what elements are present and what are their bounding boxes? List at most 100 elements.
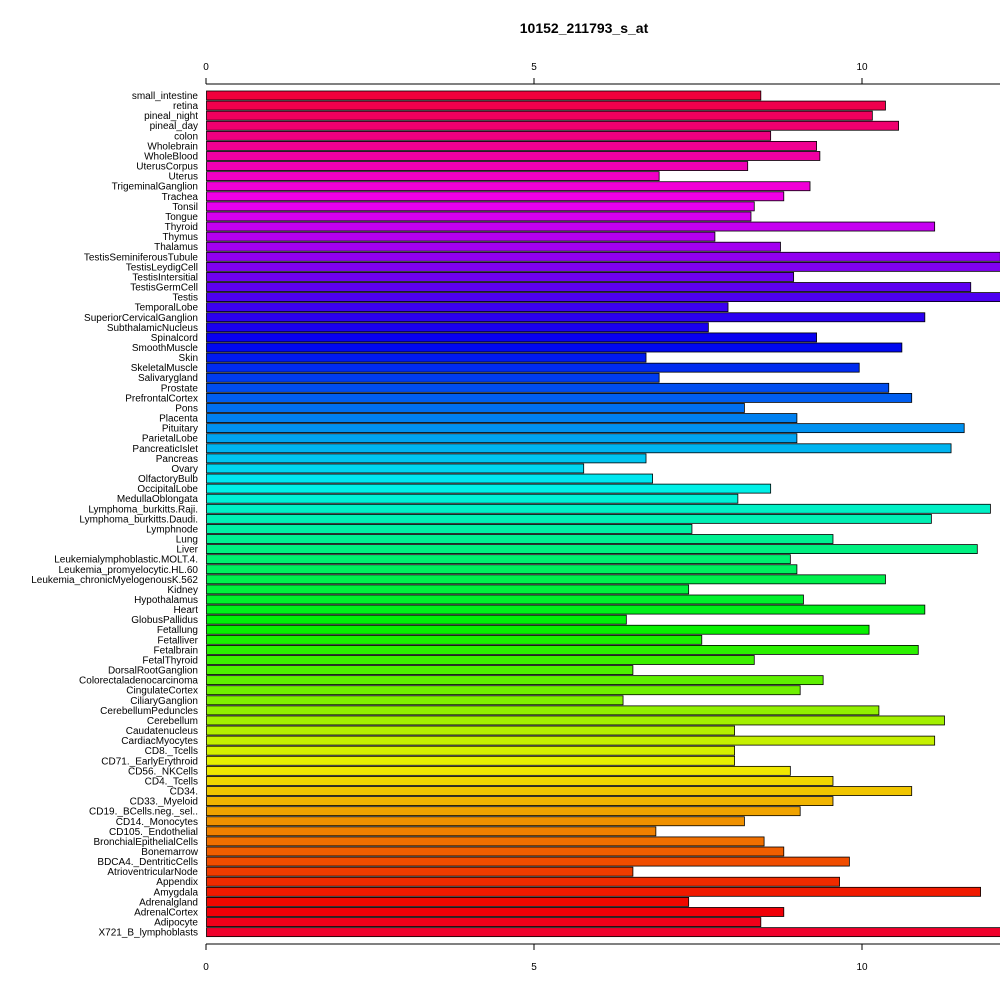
bar <box>206 140 817 151</box>
bar <box>206 463 585 474</box>
category-label: CingulateCortex <box>126 686 198 697</box>
bar <box>206 332 817 343</box>
category-label: Spinalcord <box>151 333 198 344</box>
category-label: Tongue <box>165 212 198 223</box>
top-tick-label: 10 <box>856 62 868 73</box>
category-label: Cerebellum <box>147 716 198 727</box>
bar <box>206 645 919 655</box>
category-label: MedullaOblongata <box>117 494 199 505</box>
category-label: TestisLeydigCell <box>126 262 198 273</box>
bar <box>206 433 798 444</box>
bar <box>206 372 660 383</box>
bar <box>206 594 804 605</box>
bar <box>206 776 834 786</box>
category-labels-group: small_intestineretinapineal_nightpineal_… <box>31 91 199 939</box>
category-label: pineal_day <box>150 121 198 132</box>
top-axis: 05101520 <box>203 62 1000 85</box>
category-label: FetalThyroid <box>142 655 198 666</box>
bar <box>206 171 660 182</box>
bar <box>206 191 785 202</box>
bar <box>206 282 972 292</box>
category-label: CerebellumPeduncles <box>100 706 198 717</box>
category-label: Pons <box>175 403 198 414</box>
category-label: WholeBlood <box>144 151 198 162</box>
bar <box>206 554 791 565</box>
bar <box>206 907 785 917</box>
category-label: Skin <box>179 353 198 364</box>
bar <box>206 100 886 111</box>
category-label: Leukemialymphoblastic.MOLT.4. <box>54 555 198 566</box>
bar <box>206 846 785 857</box>
bar <box>206 745 735 756</box>
bar <box>206 725 735 736</box>
category-label: Leukemia_promyelocytic.HL.60 <box>58 565 198 576</box>
category-label: UterusCorpus <box>136 162 198 173</box>
bar <box>206 90 762 101</box>
chart-title: 10152_211793_s_at <box>519 20 649 36</box>
bar <box>206 876 840 887</box>
category-label: CD71._EarlyErythroid <box>101 756 198 767</box>
category-label: OccipitalLobe <box>137 484 198 495</box>
bar <box>206 503 991 514</box>
category-label: ParietalLobe <box>142 434 199 445</box>
bar <box>206 110 873 121</box>
bar <box>206 272 795 282</box>
category-label: Thalamus <box>154 242 198 253</box>
category-label: Lymphoma_burkitts.Daudi. <box>79 514 198 525</box>
category-label: Uterus <box>169 172 198 183</box>
category-label: BDCA4._DentriticCells <box>97 857 198 868</box>
category-label: BronchialEpithelialCells <box>94 837 199 848</box>
bar <box>206 715 945 726</box>
bottom-tick-label: 0 <box>203 962 209 973</box>
category-label: CD105._Endothelial <box>109 827 198 838</box>
category-label: Caudatenucleus <box>126 726 198 737</box>
category-label: Kidney <box>167 585 198 596</box>
bar <box>206 181 811 192</box>
bar <box>206 624 870 635</box>
category-label: Hypothalamus <box>134 595 198 606</box>
bar <box>206 574 886 585</box>
bar <box>206 856 850 867</box>
category-label: Lung <box>176 535 198 546</box>
category-label: DorsalRootGanglion <box>108 666 198 677</box>
bar <box>206 493 739 504</box>
bar <box>206 604 926 615</box>
category-label: TestisGermCell <box>130 283 198 294</box>
bars-group <box>206 90 1000 938</box>
bar <box>206 221 936 232</box>
category-label: PancreaticIslet <box>132 444 198 455</box>
bar <box>206 695 624 706</box>
bar <box>206 685 801 696</box>
category-label: Tonsil <box>172 202 198 213</box>
top-tick-label: 5 <box>531 62 537 73</box>
category-label: Salivarygland <box>138 373 198 384</box>
bar <box>206 866 634 877</box>
category-label: Ovary <box>171 464 198 475</box>
bar <box>206 392 913 403</box>
bar <box>206 453 647 464</box>
bar <box>206 211 752 222</box>
category-label: Adrenalgland <box>139 897 198 908</box>
category-label: Lymphnode <box>146 524 198 535</box>
bar <box>206 201 755 212</box>
bar <box>206 312 926 323</box>
bar <box>206 634 703 645</box>
bar <box>206 524 693 534</box>
bar <box>206 473 653 484</box>
bar <box>206 665 634 675</box>
category-label: Heart <box>174 605 199 616</box>
category-label: AtrioventricularNode <box>107 867 198 878</box>
bar <box>206 816 745 827</box>
bar <box>206 614 627 625</box>
bottom-axis: 05101520 <box>203 943 1000 973</box>
bar <box>206 251 1000 262</box>
bar <box>206 352 647 363</box>
bar <box>206 382 890 393</box>
bar <box>206 120 899 131</box>
bar <box>206 796 834 806</box>
category-label: Liver <box>176 545 198 556</box>
bar <box>206 302 729 313</box>
category-label: retina <box>173 101 198 112</box>
category-label: CD34. <box>170 787 198 798</box>
